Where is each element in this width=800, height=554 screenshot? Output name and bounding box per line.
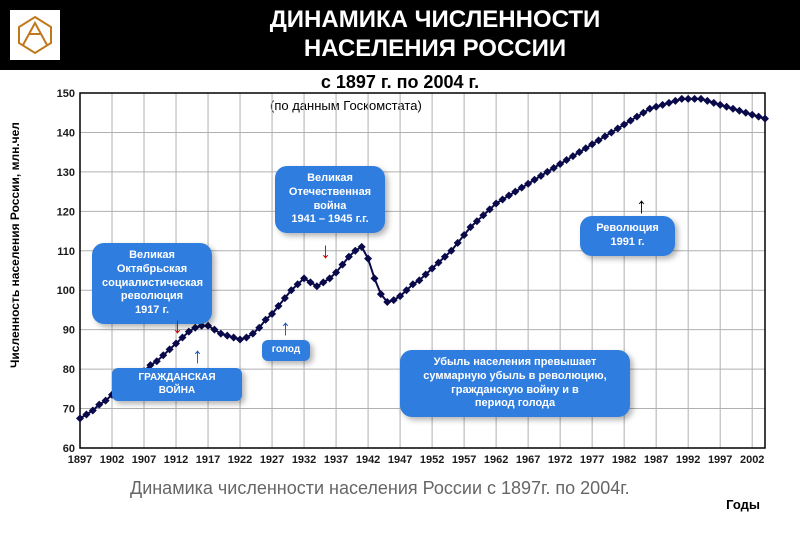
svg-text:1907: 1907 [132,454,156,466]
svg-text:100: 100 [57,285,75,297]
svg-text:1987: 1987 [644,454,668,466]
x-axis-label: Годы [726,497,760,512]
svg-text:1952: 1952 [420,454,444,466]
annotation-b5: ГРАЖДАНСКАЯ ВОЙНА [112,368,242,401]
svg-text:140: 140 [57,127,75,139]
title-line2: НАСЕЛЕНИЯ РОССИИ [80,35,790,64]
svg-text:1977: 1977 [580,454,604,466]
svg-text:60: 60 [63,443,75,455]
svg-text:1957: 1957 [452,454,476,466]
logo [10,10,60,60]
subtitle-years: с 1897 г. по 2004 г. [0,72,800,93]
chart-inner-title: Динамика численности населения России с … [130,478,630,499]
svg-text:1967: 1967 [516,454,540,466]
svg-text:130: 130 [57,167,75,179]
page-title: ДИНАМИКА ЧИСЛЕННОСТИ НАСЕЛЕНИЯ РОССИИ [80,6,790,64]
svg-text:1912: 1912 [164,454,188,466]
arrow-1: ↑ [192,343,203,369]
arrow-3: ↓ [320,238,331,264]
chart-area: Численность населения России, млн.чел 18… [0,68,800,554]
subtitle: с 1897 г. по 2004 г. [0,70,800,93]
annotation-b3: Революция1991 г. [580,216,675,256]
annotation-b2: ВеликаяОтечественнаявойна1941 – 1945 г.г… [275,166,385,233]
svg-text:80: 80 [63,364,75,376]
svg-text:1897: 1897 [68,454,92,466]
svg-text:1922: 1922 [228,454,252,466]
title-line1: ДИНАМИКА ЧИСЛЕННОСТИ [80,6,790,35]
svg-text:1927: 1927 [260,454,284,466]
arrow-2: ↑ [280,315,291,341]
svg-text:1982: 1982 [612,454,636,466]
svg-text:70: 70 [63,404,75,416]
svg-text:1917: 1917 [196,454,220,466]
svg-text:1992: 1992 [676,454,700,466]
svg-text:90: 90 [63,325,75,337]
svg-text:1942: 1942 [356,454,380,466]
svg-text:1947: 1947 [388,454,412,466]
svg-text:1932: 1932 [292,454,316,466]
svg-text:1997: 1997 [708,454,732,466]
y-axis-label: Численность населения России, млн.чел [8,122,22,368]
svg-text:120: 120 [57,206,75,218]
svg-text:110: 110 [57,246,75,258]
annotation-b6: голод [262,340,310,361]
arrow-4: ↑ [636,193,647,219]
svg-text:1962: 1962 [484,454,508,466]
arrow-0: ↓ [172,313,183,339]
svg-text:1937: 1937 [324,454,348,466]
annotation-b4: Убыль населения превышаетсуммарную убыль… [400,350,630,417]
header-bar: ДИНАМИКА ЧИСЛЕННОСТИ НАСЕЛЕНИЯ РОССИИ [0,0,800,70]
svg-text:1902: 1902 [100,454,124,466]
svg-text:1972: 1972 [548,454,572,466]
annotation-b1: ВеликаяОктябрьскаясоциалистическаяреволю… [92,243,212,324]
svg-text:2002: 2002 [740,454,764,466]
